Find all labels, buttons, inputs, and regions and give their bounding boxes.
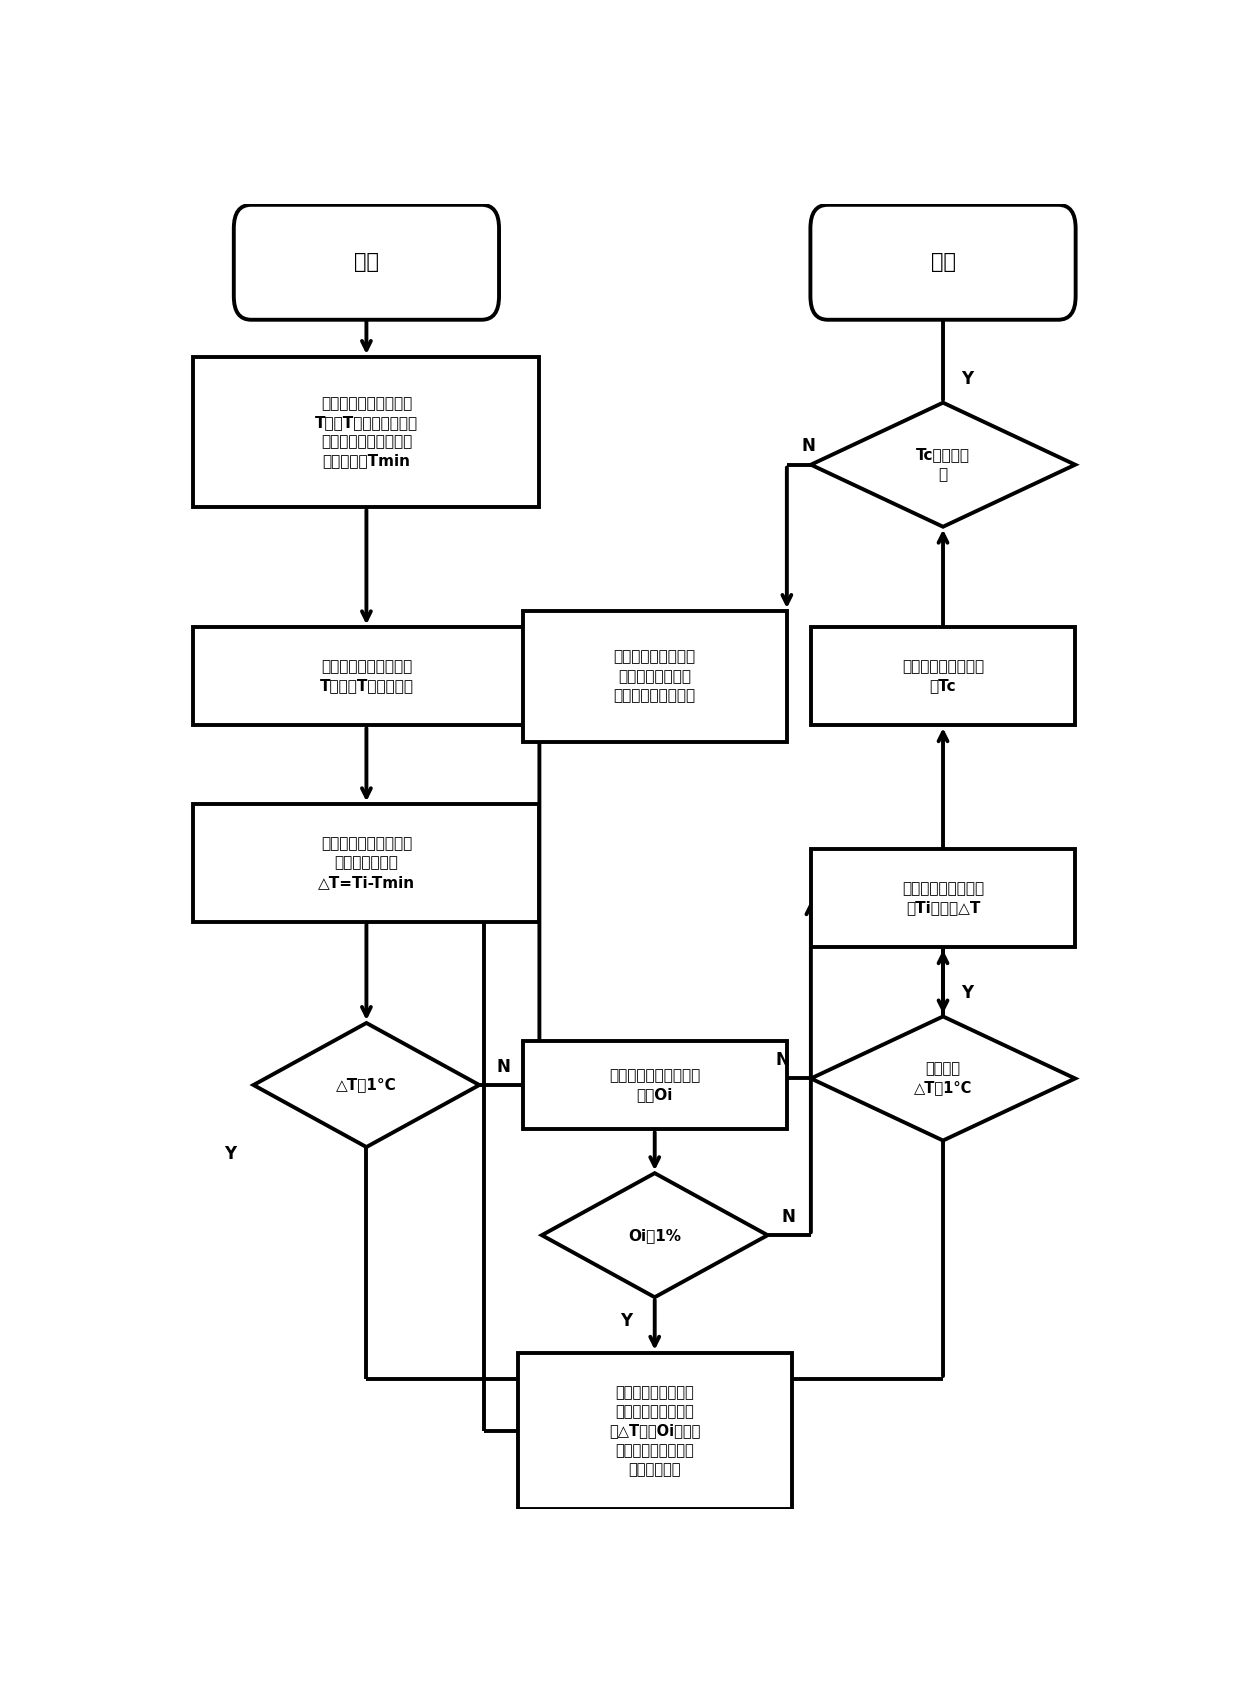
Text: 采集该回路电动调节阀
开度Oi: 采集该回路电动调节阀 开度Oi [609, 1068, 701, 1102]
Text: N: N [776, 1052, 790, 1068]
Bar [193, 356, 539, 507]
Bar [811, 628, 1075, 726]
Text: Y: Y [620, 1311, 632, 1330]
Polygon shape [811, 402, 1075, 527]
Text: 结束: 结束 [930, 253, 956, 273]
Bar [193, 628, 539, 726]
Text: Tc达到目标
值: Tc达到目标 值 [916, 448, 970, 482]
Text: 根据电动调节阀阻力
特性、系统阻力特性
和△T计算Oi的目标
值，将电动调节阀关
小至该目标值: 根据电动调节阀阻力 特性、系统阻力特性 和△T计算Oi的目标 值，将电动调节阀关… [609, 1386, 701, 1477]
Text: 采集循环泵频率，计
算循环泵频率目标
值，调整循环泵频率: 采集循环泵频率，计 算循环泵频率目标 值，调整循环泵频率 [614, 650, 696, 702]
Polygon shape [542, 1174, 768, 1297]
Bar [522, 1041, 787, 1130]
Bar [518, 1353, 791, 1509]
Text: 开始: 开始 [353, 253, 379, 273]
Text: 采集所有用户回水温度
T，将T值最低回路设定
为最不利回路，定义该
回水温度为Tmin: 采集所有用户回水温度 T，将T值最低回路设定 为最不利回路，定义该 回水温度为T… [315, 395, 418, 468]
Text: 采集所有用户回水温
度Ti，计算△T: 采集所有用户回水温 度Ti，计算△T [901, 882, 985, 916]
FancyBboxPatch shape [234, 205, 498, 321]
Bar [522, 611, 787, 741]
Polygon shape [253, 1023, 480, 1146]
Text: 所有回路
△T＜1°C: 所有回路 △T＜1°C [914, 1062, 972, 1096]
Text: 采集特征用户室内温
度Tc: 采集特征用户室内温 度Tc [901, 660, 985, 694]
Text: 采集该回路与最不利回
路回水温度差值
△T=Ti-Tmin: 采集该回路与最不利回 路回水温度差值 △T=Ti-Tmin [317, 836, 415, 890]
Text: △T＜1°C: △T＜1°C [336, 1077, 397, 1092]
Text: 采集所有用户回水温度
T，选取T值最高回路: 采集所有用户回水温度 T，选取T值最高回路 [320, 660, 413, 694]
Text: Oi＞1%: Oi＞1% [629, 1228, 681, 1243]
Text: N: N [782, 1208, 796, 1226]
FancyBboxPatch shape [811, 205, 1075, 321]
Text: N: N [496, 1058, 511, 1075]
Polygon shape [811, 1016, 1075, 1140]
Text: N: N [801, 438, 816, 456]
Text: Y: Y [961, 370, 973, 388]
Bar [811, 850, 1075, 948]
Text: Y: Y [224, 1145, 236, 1162]
Text: Y: Y [961, 984, 973, 1002]
Bar [193, 804, 539, 923]
